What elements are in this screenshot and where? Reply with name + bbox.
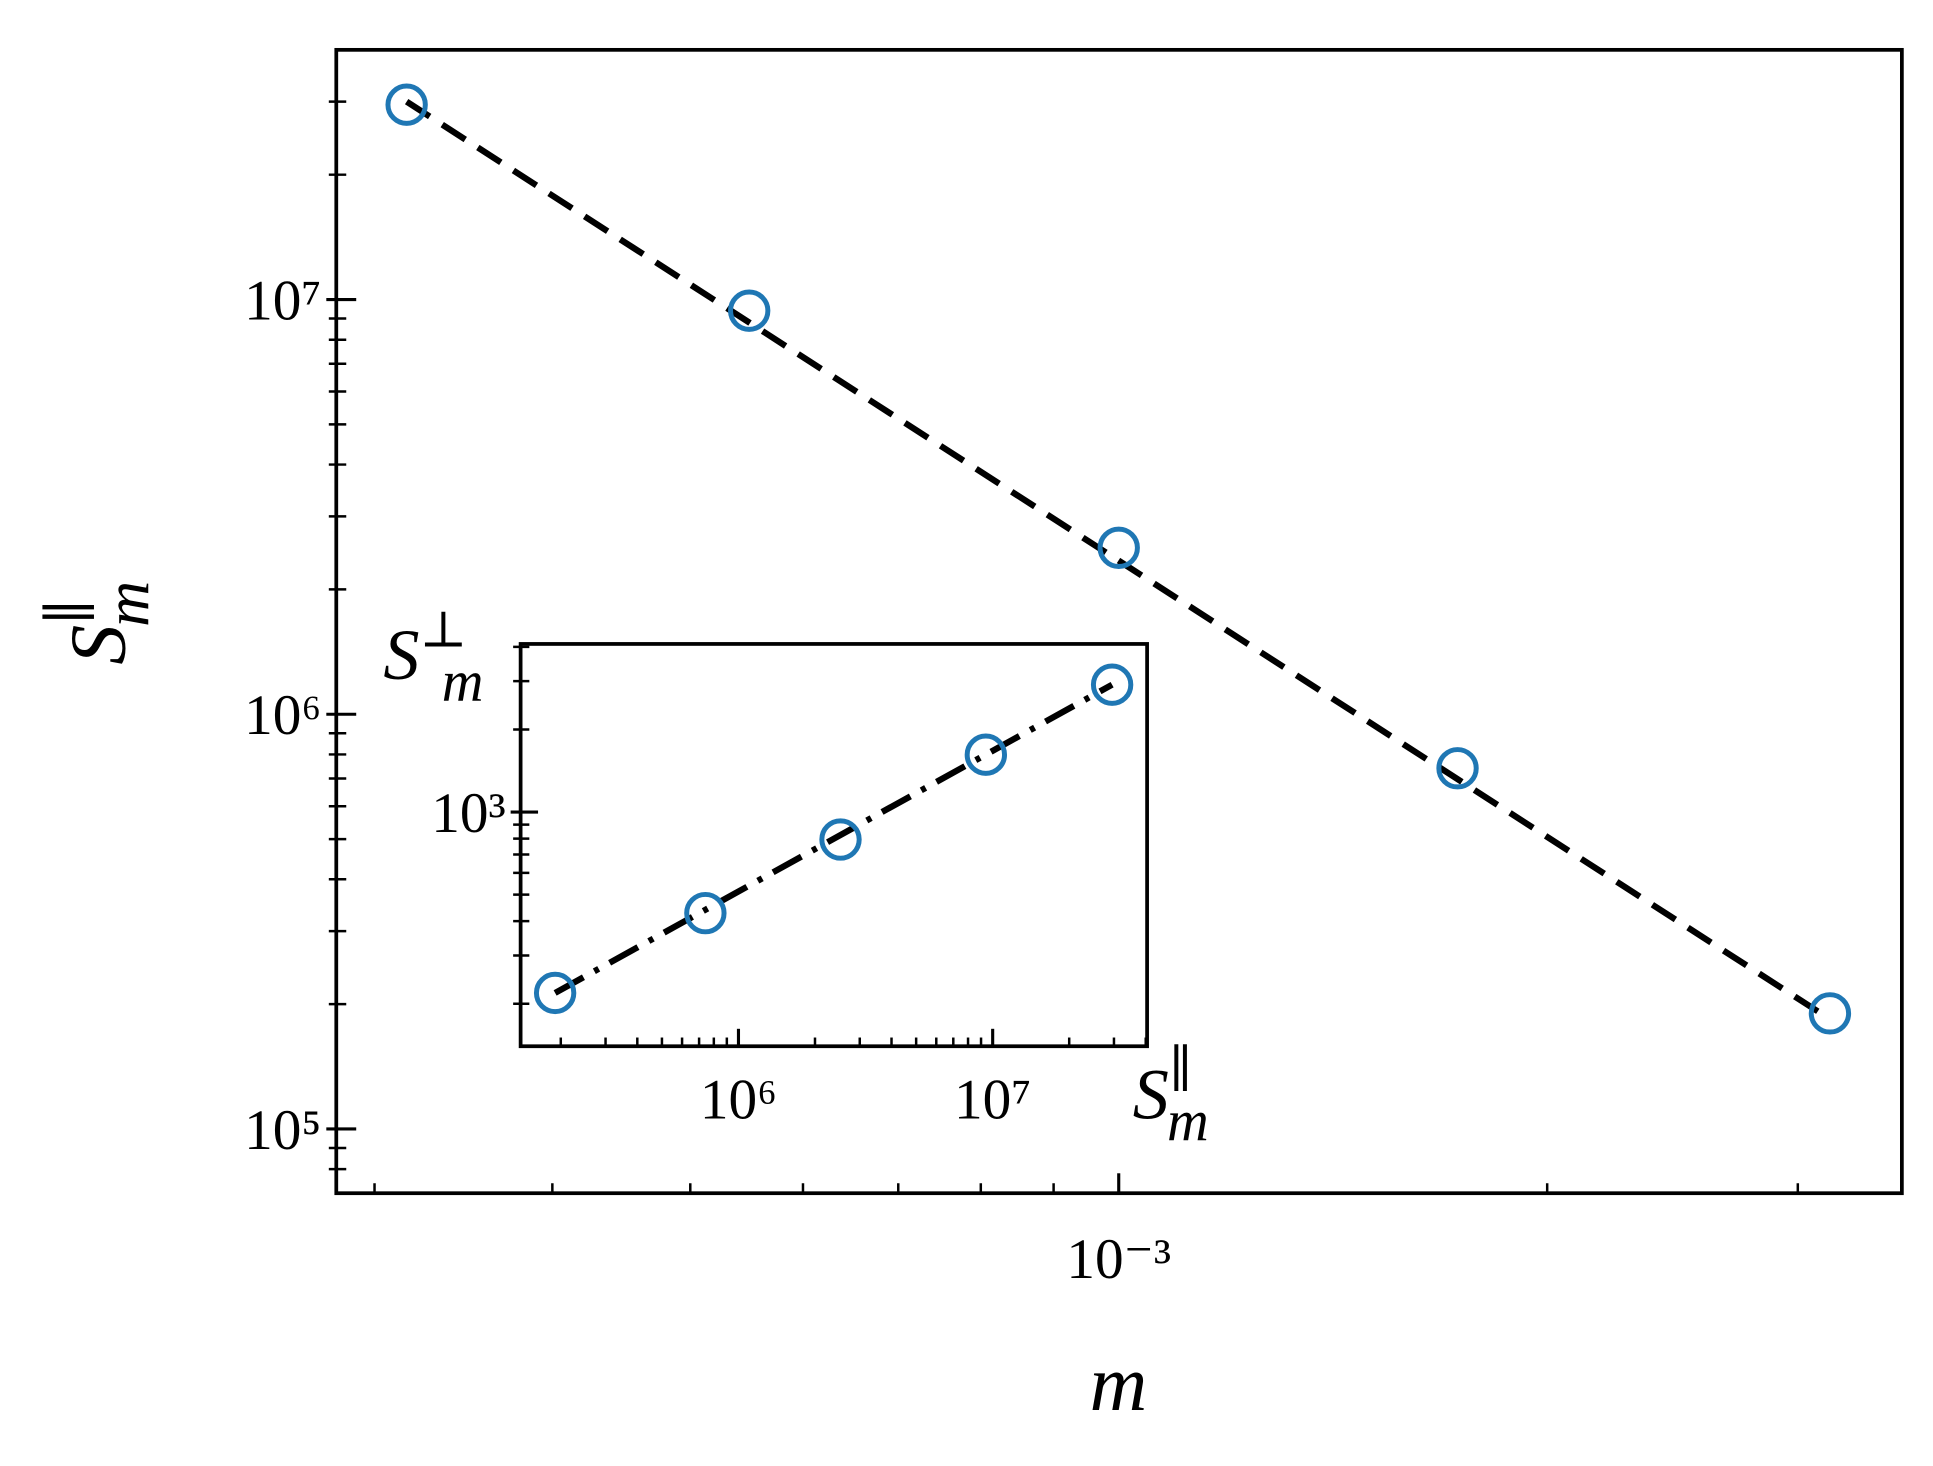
label-sub: m <box>1167 1089 1209 1153</box>
label-sup: ∥ <box>1169 1041 1192 1097</box>
data-point <box>385 83 428 126</box>
data-point <box>964 733 1008 776</box>
y-tick-label: 10⁵ <box>244 1099 321 1162</box>
data-point <box>533 971 577 1015</box>
x-tick-label: 10⁷ <box>954 1068 1031 1131</box>
axis-label: m <box>1090 1340 1148 1428</box>
axis-label: S∥m <box>40 581 163 665</box>
data-point <box>819 818 862 861</box>
y-tick-label: 10⁶ <box>244 684 321 747</box>
data-point <box>1436 747 1479 790</box>
label-base: S <box>55 625 143 665</box>
axis-label-text: S∥m <box>40 581 163 665</box>
label-sub: m <box>91 581 162 627</box>
axis-label: S∥m <box>1133 1041 1209 1153</box>
plot-frame <box>518 642 1149 1049</box>
fit-line <box>404 99 1832 1022</box>
fit-line <box>553 681 1114 996</box>
axis-label-text: m <box>1090 1340 1148 1428</box>
data-point <box>1808 992 1852 1035</box>
data-point <box>684 891 727 935</box>
x-tick-label: 10⁶ <box>700 1068 777 1131</box>
data-point <box>1090 663 1134 706</box>
data-point <box>1097 526 1140 569</box>
y-tick-label: 10³ <box>431 782 505 845</box>
data-point <box>728 289 771 332</box>
label-sup: ∥ <box>40 599 102 625</box>
label-sub: m <box>442 649 484 713</box>
label-base: S <box>1133 1054 1169 1134</box>
label-base: m <box>1090 1340 1148 1428</box>
axis-label-text: S⊥ m <box>383 601 483 713</box>
y-tick-label: 10⁷ <box>244 269 321 332</box>
axis-label-text: S∥m <box>1133 1041 1209 1153</box>
label-sup: ⊥ <box>419 601 467 657</box>
axis-label: S⊥ m <box>383 601 483 713</box>
label-base: S <box>383 615 419 695</box>
x-tick-label: 10⁻³ <box>1066 1228 1171 1291</box>
